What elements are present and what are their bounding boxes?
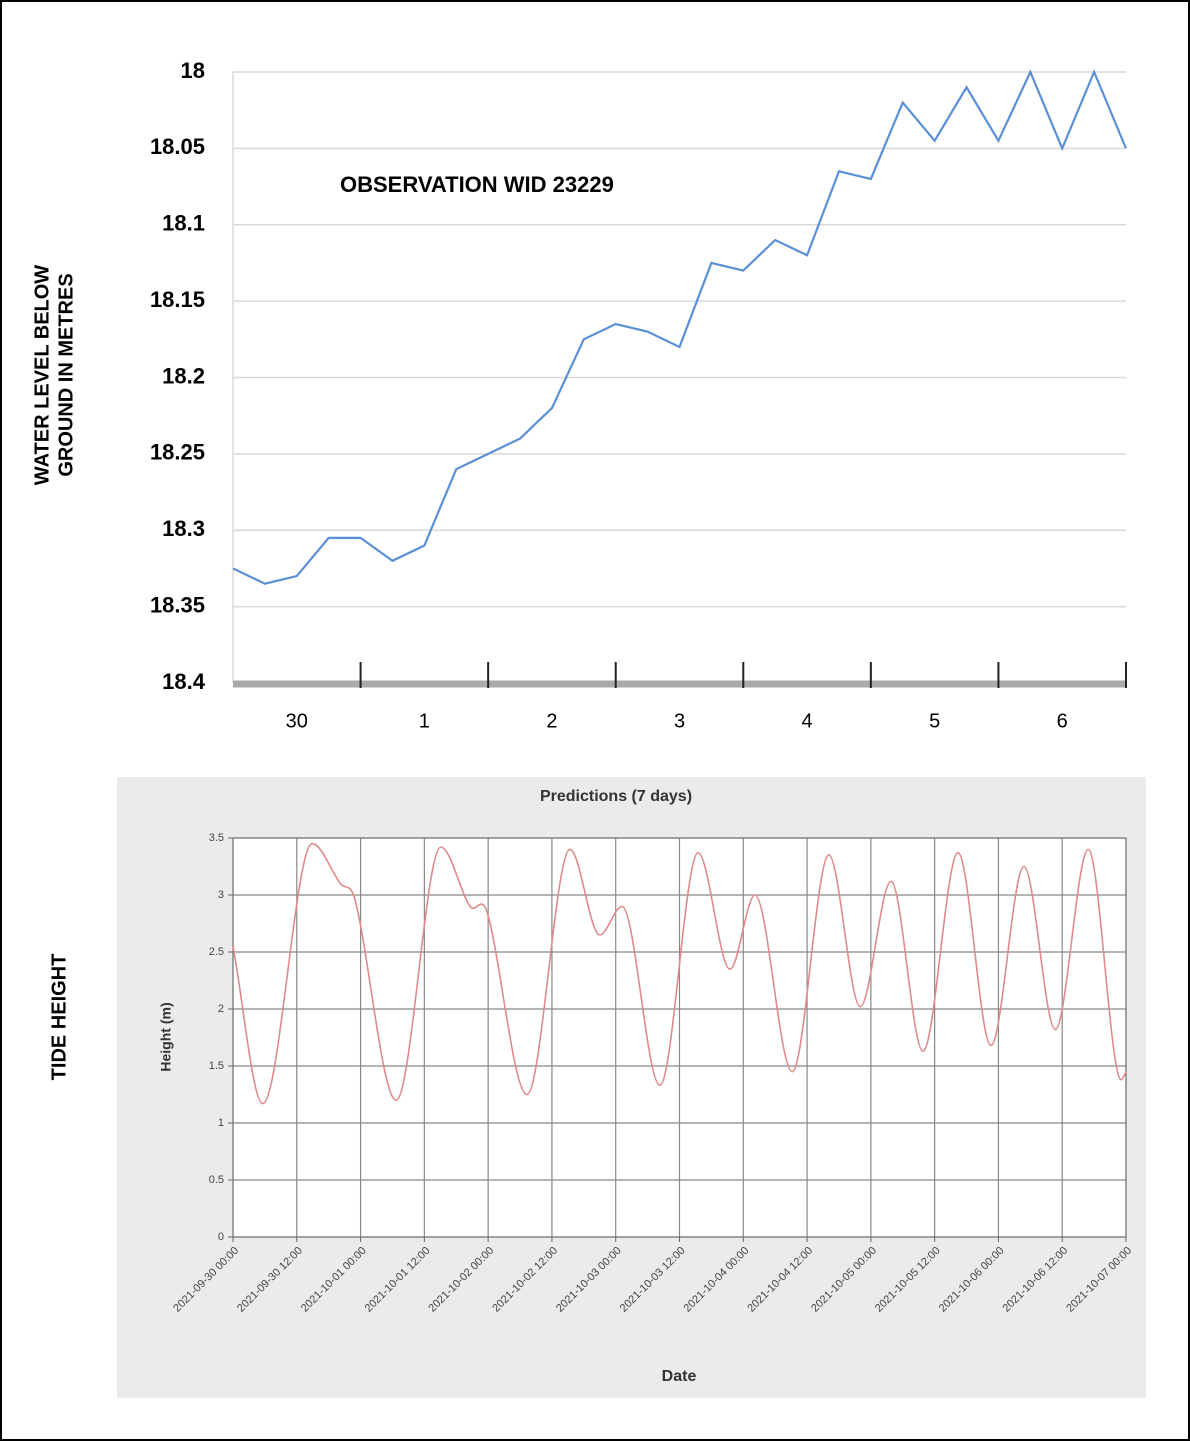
y-tick-label: 18.2 (162, 363, 205, 388)
x-tick-label: 2 (546, 710, 557, 732)
y-tick-label: 18.35 (150, 592, 205, 617)
x-tick-label: 3 (674, 710, 685, 732)
y-tick-label: 3.5 (209, 832, 224, 844)
y-axis-label: GROUND IN METRES (55, 273, 77, 476)
y-axis-label: WATER LEVEL BELOW (31, 265, 53, 485)
plot-border (232, 837, 1127, 1238)
x-tick-label: 4 (802, 710, 813, 732)
y-tick-label: 0 (218, 1231, 224, 1243)
y-tick-label: 18.25 (150, 440, 205, 465)
y-tick-label: 3 (218, 889, 224, 901)
y-tick-label: 18.4 (162, 669, 206, 694)
tide-line (232, 842, 1127, 1105)
x-tick-label: 6 (1057, 710, 1068, 732)
y-tick-label: 18 (181, 58, 205, 83)
y-tick-label: 18.3 (162, 516, 205, 541)
y-tick-label: 18.1 (162, 211, 205, 236)
y-tick-label: 18.15 (150, 287, 205, 312)
chart-title: Predictions (7 days) (540, 788, 692, 805)
y-tick-label: 2 (218, 1003, 224, 1015)
y-tick-label: 18.05 (150, 134, 205, 159)
y-tick-label: 1.5 (209, 1060, 224, 1072)
side-label: TIDE HEIGHT (48, 954, 70, 1081)
y-axis-label: Height (m) (158, 1002, 174, 1071)
chart-title: OBSERVATION WID 23229 (340, 172, 614, 197)
y-tick-label: 1 (218, 1117, 224, 1129)
y-tick-label: 0.5 (209, 1174, 224, 1186)
x-axis-label: Date (662, 1368, 697, 1385)
y-tick-label: 2.5 (209, 946, 224, 958)
data-line (232, 69, 1128, 585)
x-tick-label: 30 (286, 710, 308, 732)
x-tick-label: 5 (929, 710, 940, 732)
x-tick-label: 1 (419, 710, 430, 732)
